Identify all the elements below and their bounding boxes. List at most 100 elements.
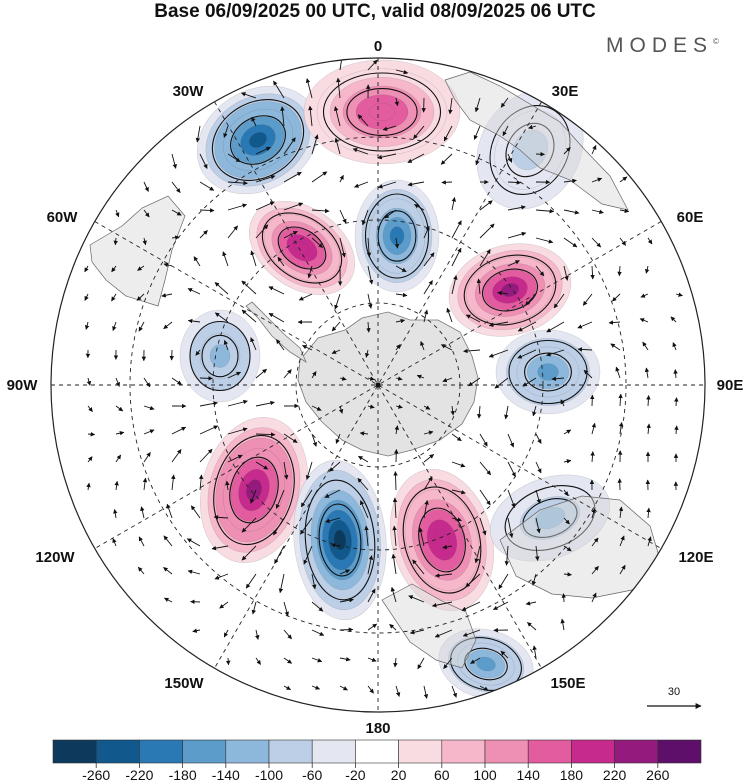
wind-vector bbox=[522, 377, 537, 387]
wind-vector bbox=[423, 430, 434, 435]
wind-vector bbox=[507, 517, 514, 539]
wind-vector bbox=[407, 181, 425, 187]
colorbar-tick-label: 60 bbox=[434, 767, 450, 783]
wind-vector bbox=[507, 260, 520, 267]
anomaly-contour bbox=[294, 241, 310, 255]
wind-vector bbox=[563, 147, 571, 155]
wind-vector bbox=[278, 573, 285, 594]
wind-vector bbox=[451, 461, 466, 468]
wind-vector bbox=[171, 209, 182, 216]
wind-vector bbox=[111, 293, 117, 302]
wind-vector bbox=[143, 209, 150, 218]
wind-vector bbox=[354, 181, 369, 188]
wind-vector bbox=[534, 545, 540, 561]
wind-vector bbox=[528, 124, 537, 130]
wind-vector bbox=[255, 201, 275, 211]
wind-vector bbox=[199, 208, 215, 213]
reference-vector-label: 30 bbox=[668, 686, 680, 698]
wind-vector bbox=[255, 146, 271, 155]
circulation-streamline bbox=[450, 637, 522, 691]
wind-vector bbox=[608, 320, 621, 325]
wind-vector bbox=[268, 312, 285, 323]
wind-vector bbox=[367, 623, 378, 631]
wind-vector bbox=[535, 517, 541, 534]
colorbar-tick-label: -180 bbox=[169, 767, 197, 783]
chart-title: Base 06/09/2025 00 UTC, valid 08/09/2025… bbox=[154, 1, 596, 22]
wind-vector bbox=[364, 349, 370, 358]
wind-vector bbox=[591, 177, 603, 183]
wind-vector bbox=[479, 461, 492, 476]
wind-vector bbox=[670, 316, 677, 323]
wind-vector bbox=[186, 538, 201, 547]
wind-vector bbox=[647, 237, 653, 245]
wind-vector bbox=[413, 125, 425, 140]
circulation-streamline bbox=[304, 479, 376, 601]
wind-vector bbox=[546, 349, 565, 357]
antarctica-landmass bbox=[245, 301, 479, 457]
wind-vector bbox=[143, 181, 149, 192]
wind-vector bbox=[163, 567, 173, 575]
wind-vector bbox=[502, 125, 509, 137]
circulation-streamline bbox=[402, 486, 482, 594]
wind-vector bbox=[86, 482, 91, 491]
wind-vector bbox=[647, 536, 652, 547]
wind-vector bbox=[423, 405, 431, 410]
wind-vector bbox=[171, 181, 181, 193]
wind-vector bbox=[171, 153, 177, 169]
lon-label-150w: 150W bbox=[164, 675, 204, 692]
wind-vector bbox=[451, 433, 462, 442]
wind-vector bbox=[577, 347, 593, 352]
wind-vector bbox=[360, 500, 369, 519]
wind-vector bbox=[488, 349, 509, 358]
longitude-labels: 0 30W 30E 60W 60E 90W 90E 120W 120E 150W… bbox=[7, 38, 744, 737]
wind-vector bbox=[451, 220, 462, 239]
brand-name: MODES bbox=[606, 34, 714, 57]
wind-vector bbox=[171, 377, 182, 385]
wind-vector bbox=[646, 395, 651, 407]
circulation-streamline bbox=[346, 88, 418, 136]
wind-vector bbox=[563, 572, 572, 577]
wind-vector bbox=[255, 174, 276, 183]
wind-vector bbox=[311, 405, 322, 411]
wind-vector bbox=[213, 515, 229, 520]
wind-vector bbox=[392, 497, 398, 519]
wind-vector bbox=[268, 286, 285, 295]
colorbar-tick-label: -260 bbox=[82, 767, 110, 783]
wind-vector bbox=[111, 265, 117, 273]
wind-vector bbox=[222, 251, 229, 267]
wind-vector bbox=[394, 237, 400, 249]
wind-vector bbox=[255, 368, 267, 379]
wind-vector bbox=[384, 209, 397, 219]
wind-vector bbox=[675, 292, 683, 297]
wind-vector bbox=[619, 176, 628, 183]
wind-vector bbox=[241, 545, 257, 561]
wind-vector bbox=[300, 489, 313, 508]
wind-vector bbox=[618, 393, 623, 407]
wind-vector bbox=[479, 517, 487, 536]
wind-vector bbox=[479, 200, 493, 211]
colorbar-tick-label: 20 bbox=[391, 767, 407, 783]
colorbar-swatch bbox=[311, 739, 356, 764]
wind-vector bbox=[423, 280, 433, 295]
wind-vector bbox=[451, 275, 458, 295]
colorbar-tick-label: -140 bbox=[212, 767, 240, 783]
wind-vector bbox=[431, 601, 453, 608]
colorbar-tick-label: -220 bbox=[125, 767, 153, 783]
wind-vector bbox=[390, 586, 397, 603]
colorbar-tick-label: 260 bbox=[646, 767, 670, 783]
wind-vector bbox=[245, 573, 257, 589]
wind-vector bbox=[305, 461, 313, 480]
wind-vector bbox=[672, 342, 677, 351]
wind-vector bbox=[143, 377, 151, 388]
lon-label-180: 180 bbox=[365, 720, 390, 737]
wind-vector bbox=[498, 573, 509, 590]
wind-vector bbox=[241, 517, 257, 533]
circulation-streamline bbox=[211, 99, 305, 181]
wind-vector bbox=[451, 247, 462, 267]
wind-vector bbox=[227, 153, 241, 163]
wind-vector bbox=[474, 97, 481, 113]
wind-vector bbox=[227, 203, 248, 211]
wind-vector bbox=[612, 293, 621, 302]
continent-outlines bbox=[89, 71, 663, 669]
wind-vector bbox=[395, 318, 406, 324]
